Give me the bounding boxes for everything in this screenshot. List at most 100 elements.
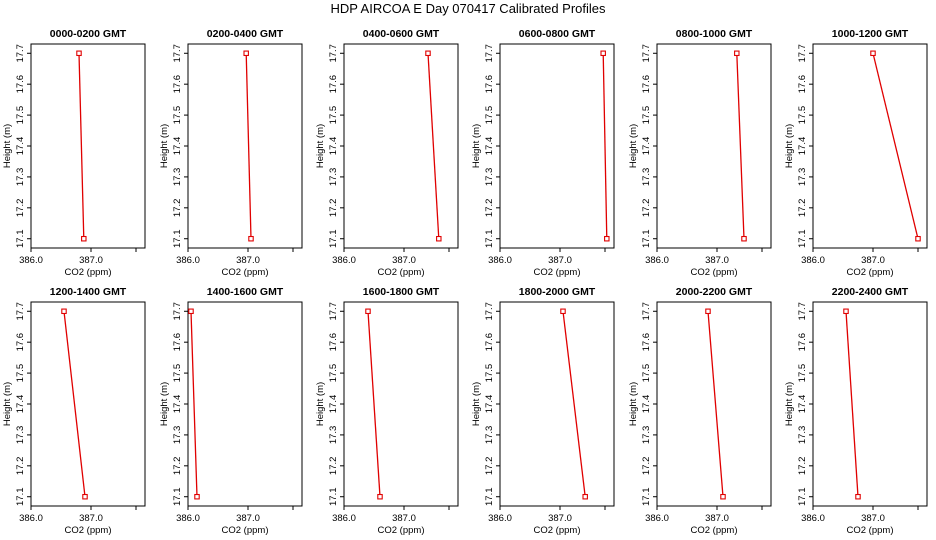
y-tick-label: 17.7 xyxy=(484,44,495,63)
y-tick-label: 17.3 xyxy=(641,168,652,187)
y-axis-label: Height (m) xyxy=(628,382,639,426)
y-tick-label: 17.2 xyxy=(328,457,339,476)
x-axis-label: CO2 (ppm) xyxy=(65,267,112,278)
y-tick-label: 17.6 xyxy=(797,333,808,352)
x-tick-label: 387.0 xyxy=(548,513,572,524)
y-tick-label: 17.5 xyxy=(328,106,339,125)
y-tick-label: 17.7 xyxy=(172,302,183,321)
y-tick-label: 17.2 xyxy=(328,199,339,218)
x-axis-label: CO2 (ppm) xyxy=(534,525,581,536)
y-tick-label: 17.6 xyxy=(641,333,652,352)
y-tick-label: 17.6 xyxy=(172,75,183,94)
y-tick-label: 17.6 xyxy=(484,333,495,352)
y-tick-label: 17.3 xyxy=(797,168,808,187)
y-tick-label: 17.6 xyxy=(172,333,183,352)
x-tick-label: 386.0 xyxy=(19,513,43,524)
profile-line xyxy=(245,53,252,239)
data-point xyxy=(734,50,740,57)
panel-title: 1400-1600 GMT xyxy=(207,286,284,298)
x-tick-label: 386.0 xyxy=(176,255,200,266)
y-tick-label: 17.4 xyxy=(172,137,183,156)
figure-title: HDP AIRCOA E Day 070417 Calibrated Profi… xyxy=(330,1,606,16)
x-tick-label: 387.0 xyxy=(861,255,885,266)
y-tick-label: 17.7 xyxy=(328,302,339,321)
y-tick-label: 17.5 xyxy=(172,364,183,383)
data-point xyxy=(582,493,588,500)
y-tick-label: 17.2 xyxy=(15,457,26,476)
profile-line xyxy=(63,311,86,497)
x-tick-label: 387.0 xyxy=(392,513,416,524)
panel-title: 2200-2400 GMT xyxy=(832,286,909,298)
data-point xyxy=(600,50,606,57)
y-tick-label: 17.7 xyxy=(484,302,495,321)
y-axis-label: Height (m) xyxy=(2,382,13,426)
panel-frame xyxy=(187,43,303,249)
x-axis-label: CO2 (ppm) xyxy=(847,525,894,536)
y-axis-label: Height (m) xyxy=(471,124,482,168)
y-axis-label: Height (m) xyxy=(159,382,170,426)
y-tick-label: 17.2 xyxy=(641,457,652,476)
y-tick-label: 17.7 xyxy=(641,44,652,63)
x-tick-label: 387.0 xyxy=(236,513,260,524)
y-tick-label: 17.7 xyxy=(797,44,808,63)
y-tick-label: 17.5 xyxy=(641,364,652,383)
data-point xyxy=(377,493,383,500)
profile-line xyxy=(427,53,440,239)
y-tick-label: 17.4 xyxy=(328,395,339,414)
y-tick-label: 17.4 xyxy=(15,137,26,156)
y-tick-label: 17.1 xyxy=(328,229,339,248)
data-point xyxy=(604,235,610,242)
data-point xyxy=(188,308,194,315)
x-tick-label: 387.0 xyxy=(79,513,103,524)
y-tick-label: 17.1 xyxy=(641,229,652,248)
y-tick-label: 17.7 xyxy=(172,44,183,63)
y-tick-label: 17.1 xyxy=(15,487,26,506)
profile-line xyxy=(367,311,381,497)
y-tick-label: 17.1 xyxy=(172,229,183,248)
x-tick-label: 386.0 xyxy=(645,513,669,524)
panel-title: 0000-0200 GMT xyxy=(50,28,127,40)
y-tick-label: 17.7 xyxy=(328,44,339,63)
y-tick-label: 17.5 xyxy=(15,106,26,125)
panel-frame xyxy=(187,301,303,507)
y-tick-label: 17.3 xyxy=(172,168,183,187)
x-tick-label: 386.0 xyxy=(332,255,356,266)
y-tick-label: 17.3 xyxy=(15,426,26,445)
y-tick-label: 17.3 xyxy=(328,168,339,187)
y-tick-label: 17.3 xyxy=(797,426,808,445)
y-tick-label: 17.1 xyxy=(328,487,339,506)
x-tick-label: 386.0 xyxy=(19,255,43,266)
y-tick-label: 17.5 xyxy=(328,364,339,383)
y-tick-label: 17.5 xyxy=(484,364,495,383)
x-tick-label: 387.0 xyxy=(392,255,416,266)
y-tick-label: 17.2 xyxy=(797,457,808,476)
profile-line xyxy=(602,53,608,239)
x-tick-label: 386.0 xyxy=(332,513,356,524)
y-axis-label: Height (m) xyxy=(628,124,639,168)
y-tick-label: 17.3 xyxy=(484,426,495,445)
x-tick-label: 386.0 xyxy=(488,255,512,266)
y-axis-label: Height (m) xyxy=(784,124,795,168)
panel-frame xyxy=(656,43,772,249)
data-point xyxy=(436,235,442,242)
data-point xyxy=(705,308,711,315)
data-point xyxy=(76,50,82,57)
panel-title: 2000-2200 GMT xyxy=(676,286,753,298)
x-tick-label: 387.0 xyxy=(861,513,885,524)
panel-frame xyxy=(499,301,615,507)
panel-frame xyxy=(499,43,615,249)
y-tick-label: 17.1 xyxy=(641,487,652,506)
y-tick-label: 17.7 xyxy=(641,302,652,321)
y-tick-label: 17.5 xyxy=(172,106,183,125)
profile-line xyxy=(190,311,198,497)
data-point xyxy=(194,493,200,500)
y-axis-label: Height (m) xyxy=(315,382,326,426)
data-point xyxy=(425,50,431,57)
